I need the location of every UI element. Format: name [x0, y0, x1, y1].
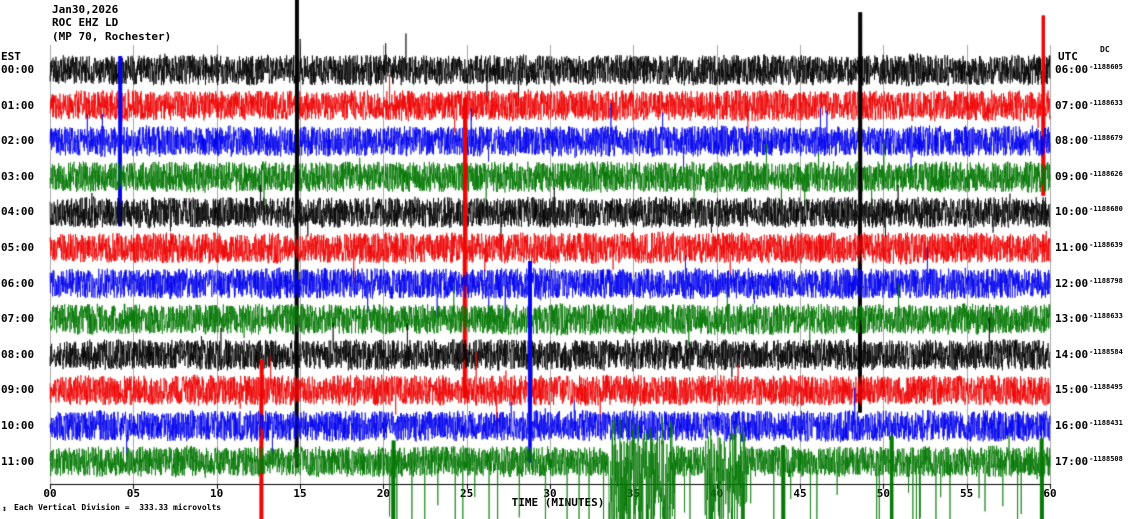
scale-note: Each Vertical Division = 333.33 microvol…	[14, 503, 222, 512]
scale-mark-icon: ↕	[2, 504, 7, 513]
